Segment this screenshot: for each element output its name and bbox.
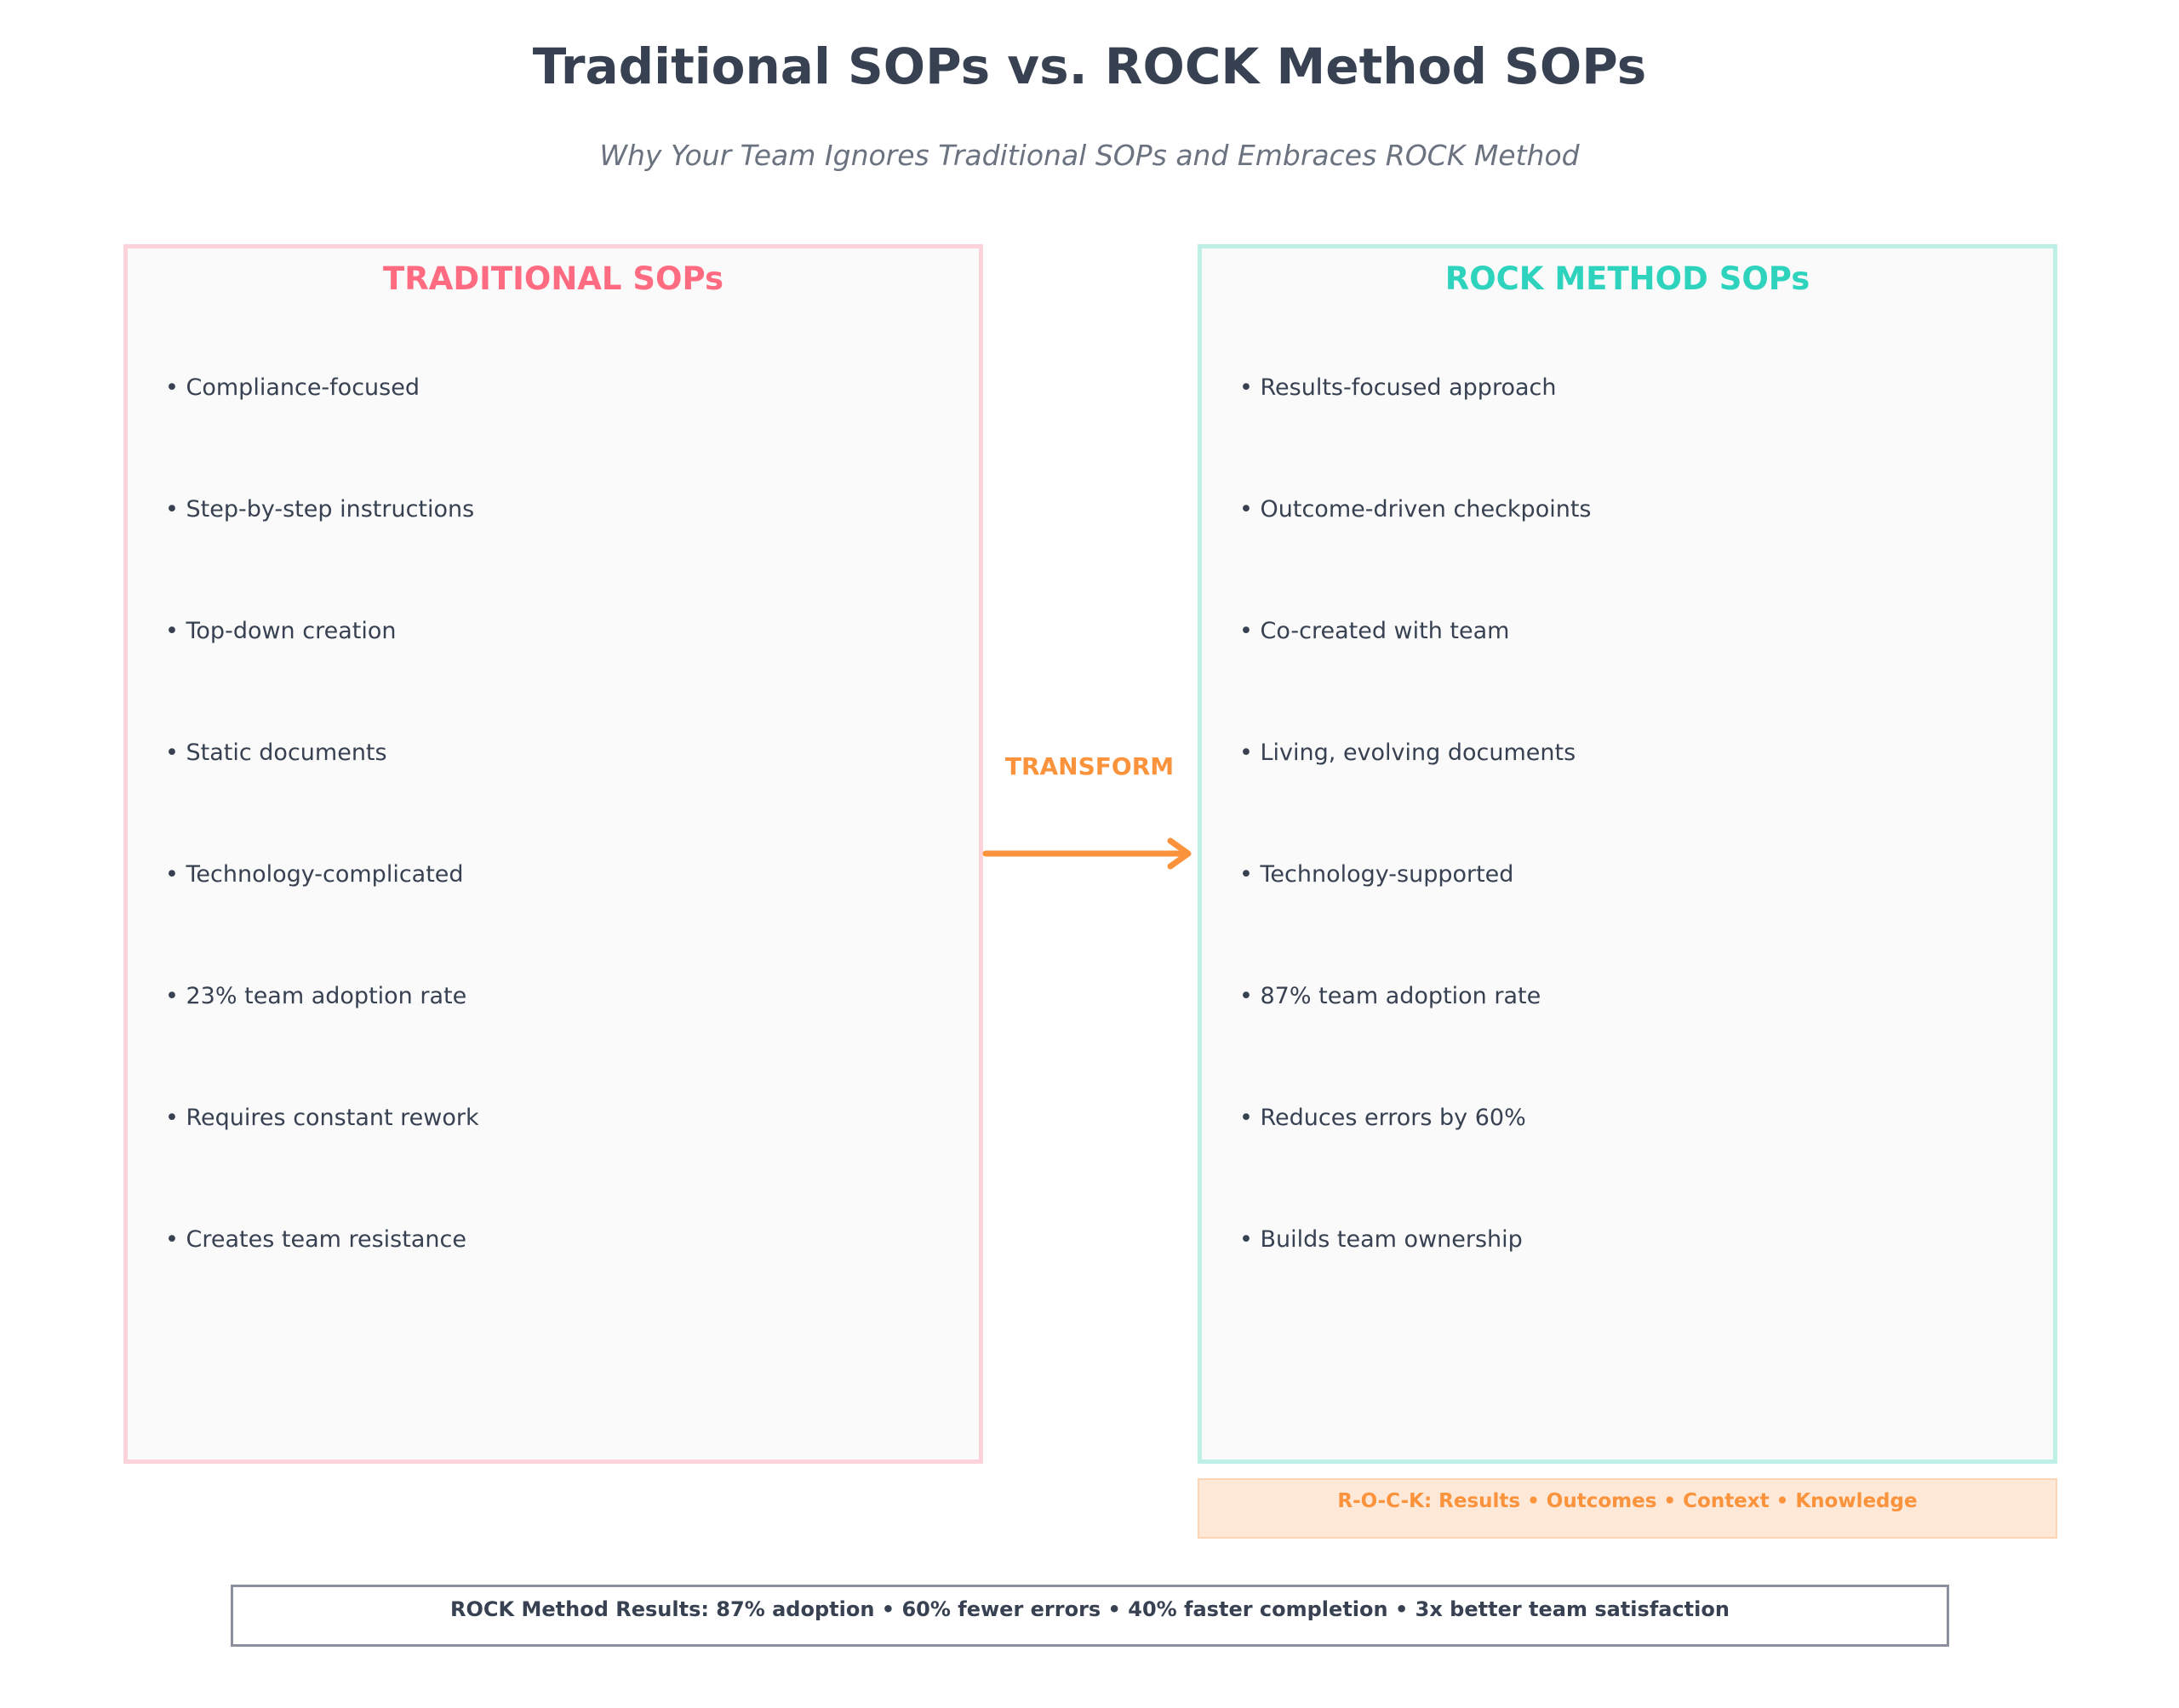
arrow-right-icon [982, 837, 1192, 870]
rock-heading: ROCK METHOD SOPs [1444, 260, 1810, 297]
list-item: • Static documents [165, 740, 387, 766]
list-item: • Creates team resistance [165, 1226, 466, 1253]
list-item: • Technology-supported [1239, 861, 1514, 888]
list-item: • Requires constant rework [165, 1105, 479, 1131]
list-item: • Technology-complicated [165, 861, 464, 888]
results-summary-box: ROCK Method Results: 87% adoption • 60% … [231, 1585, 1949, 1647]
list-item: • Results-focused approach [1239, 374, 1557, 401]
list-item: • 23% team adoption rate [165, 983, 467, 1009]
list-item: • Builds team ownership [1239, 1226, 1523, 1253]
page-subtitle: Why Your Team Ignores Traditional SOPs a… [599, 139, 1580, 172]
page-title: Traditional SOPs vs. ROCK Method SOPs [532, 37, 1647, 95]
list-item: • Compliance-focused [165, 374, 420, 401]
rock-method-sops-panel: ROCK METHOD SOPs • Results-focused appro… [1198, 244, 2057, 1464]
list-item: • Reduces errors by 60% [1239, 1105, 1526, 1131]
list-item: • Outcome-driven checkpoints [1239, 496, 1592, 523]
list-item: • 87% team adoption rate [1239, 983, 1541, 1009]
transform-label: TRANSFORM [1004, 752, 1175, 780]
traditional-sops-panel: TRADITIONAL SOPs • Compliance-focused • … [123, 244, 983, 1464]
list-item: • Living, evolving documents [1239, 740, 1576, 766]
list-item: • Co-created with team [1239, 618, 1510, 644]
list-item: • Top-down creation [165, 618, 397, 644]
rock-acronym-box: R-O-C-K: Results • Outcomes • Context • … [1198, 1478, 2057, 1539]
rock-acronym-text: R-O-C-K: Results • Outcomes • Context • … [1337, 1490, 1918, 1512]
traditional-heading: TRADITIONAL SOPs [383, 260, 723, 297]
list-item: • Step-by-step instructions [165, 496, 475, 523]
results-summary-text: ROCK Method Results: 87% adoption • 60% … [450, 1597, 1730, 1621]
